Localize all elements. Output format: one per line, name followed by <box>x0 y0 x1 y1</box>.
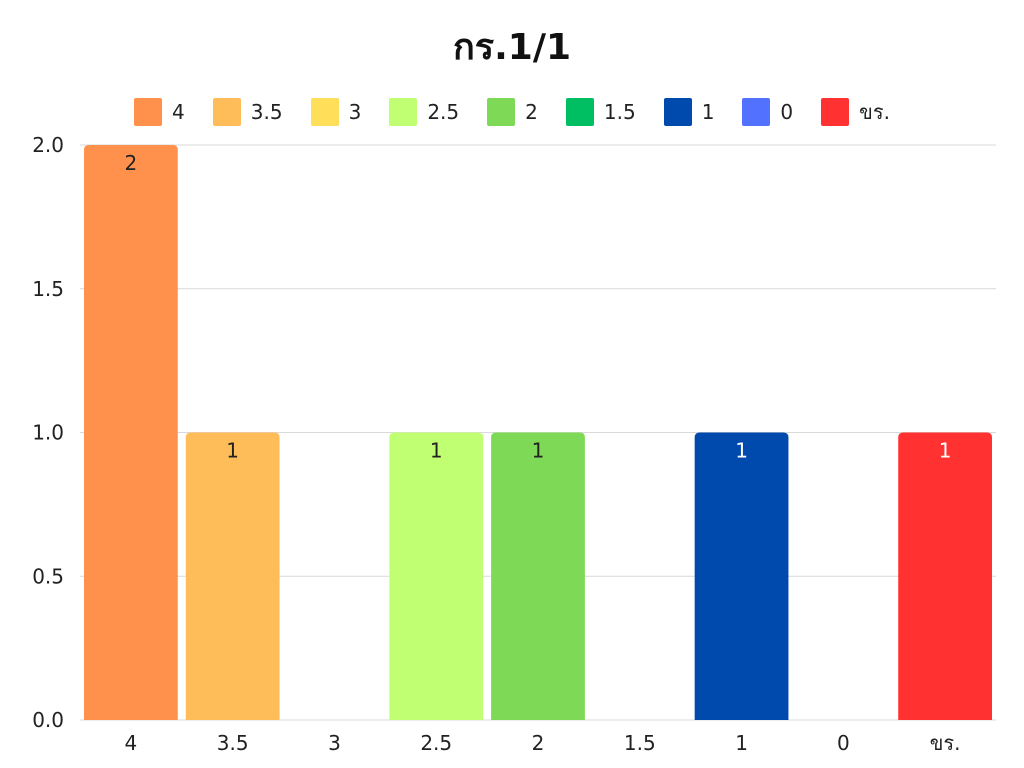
legend-label: 3 <box>348 100 362 124</box>
legend-swatch <box>212 98 241 126</box>
data-label: 1 <box>226 439 239 463</box>
legend-swatch <box>663 98 692 126</box>
data-label: 1 <box>532 439 545 463</box>
x-tick-label: 0 <box>837 731 850 755</box>
x-tick-label: 2.5 <box>420 731 452 755</box>
y-tick-label: 1.0 <box>32 421 64 445</box>
legend-swatch <box>742 98 771 126</box>
x-tick-label: 1.5 <box>624 731 656 755</box>
legend-swatch <box>565 98 594 126</box>
y-tick-label: 0.5 <box>32 564 64 588</box>
y-tick-label: 1.5 <box>32 277 64 301</box>
data-label: 2 <box>125 151 138 175</box>
legend-label: ขร. <box>859 100 890 124</box>
x-tick-label: 3 <box>328 731 341 755</box>
x-tick-label: 4 <box>125 731 138 755</box>
legend-item: 1.5 <box>565 98 636 126</box>
legend-swatch <box>310 98 339 126</box>
x-tick-label: 3.5 <box>217 731 249 755</box>
legend-swatch <box>389 98 418 126</box>
chart-title: กร.1/1 <box>452 27 572 68</box>
legend-label: 4 <box>172 100 185 124</box>
legend-label: 3.5 <box>250 100 283 124</box>
legend-swatch <box>487 98 516 126</box>
x-tick-label: ขร. <box>930 731 961 755</box>
legend-swatch <box>821 98 850 126</box>
x-tick-label: 2 <box>532 731 545 755</box>
chart-legend: 4 3.5 3 2.5 2 1.5 1 0 ขร. <box>0 96 1024 128</box>
legend-item: 3.5 <box>212 98 283 126</box>
legend-item: 1 <box>663 98 715 126</box>
legend-item: 4 <box>134 98 185 126</box>
legend-item: 3 <box>310 98 362 126</box>
legend-item: ขร. <box>821 96 890 128</box>
bar <box>84 145 178 720</box>
bar <box>898 432 992 720</box>
legend-item: 2 <box>487 98 538 126</box>
x-tick-label: 1 <box>735 731 748 755</box>
bar <box>491 432 585 720</box>
data-label: 1 <box>735 439 748 463</box>
bar <box>694 432 789 720</box>
y-tick-label: 2.0 <box>32 133 64 157</box>
legend-label: 1 <box>701 100 715 124</box>
y-tick-label: 0.0 <box>32 708 64 732</box>
bar <box>389 432 484 720</box>
legend-label: 0 <box>780 100 794 124</box>
legend-item: 0 <box>742 98 793 126</box>
legend-swatch <box>134 98 163 126</box>
legend-item: 2.5 <box>389 98 459 126</box>
data-label: 1 <box>939 439 952 463</box>
legend-label: 2 <box>525 100 538 124</box>
bar <box>185 432 280 720</box>
legend-label: 1.5 <box>603 100 636 124</box>
legend-label: 2.5 <box>427 100 460 124</box>
data-label: 1 <box>430 439 443 463</box>
